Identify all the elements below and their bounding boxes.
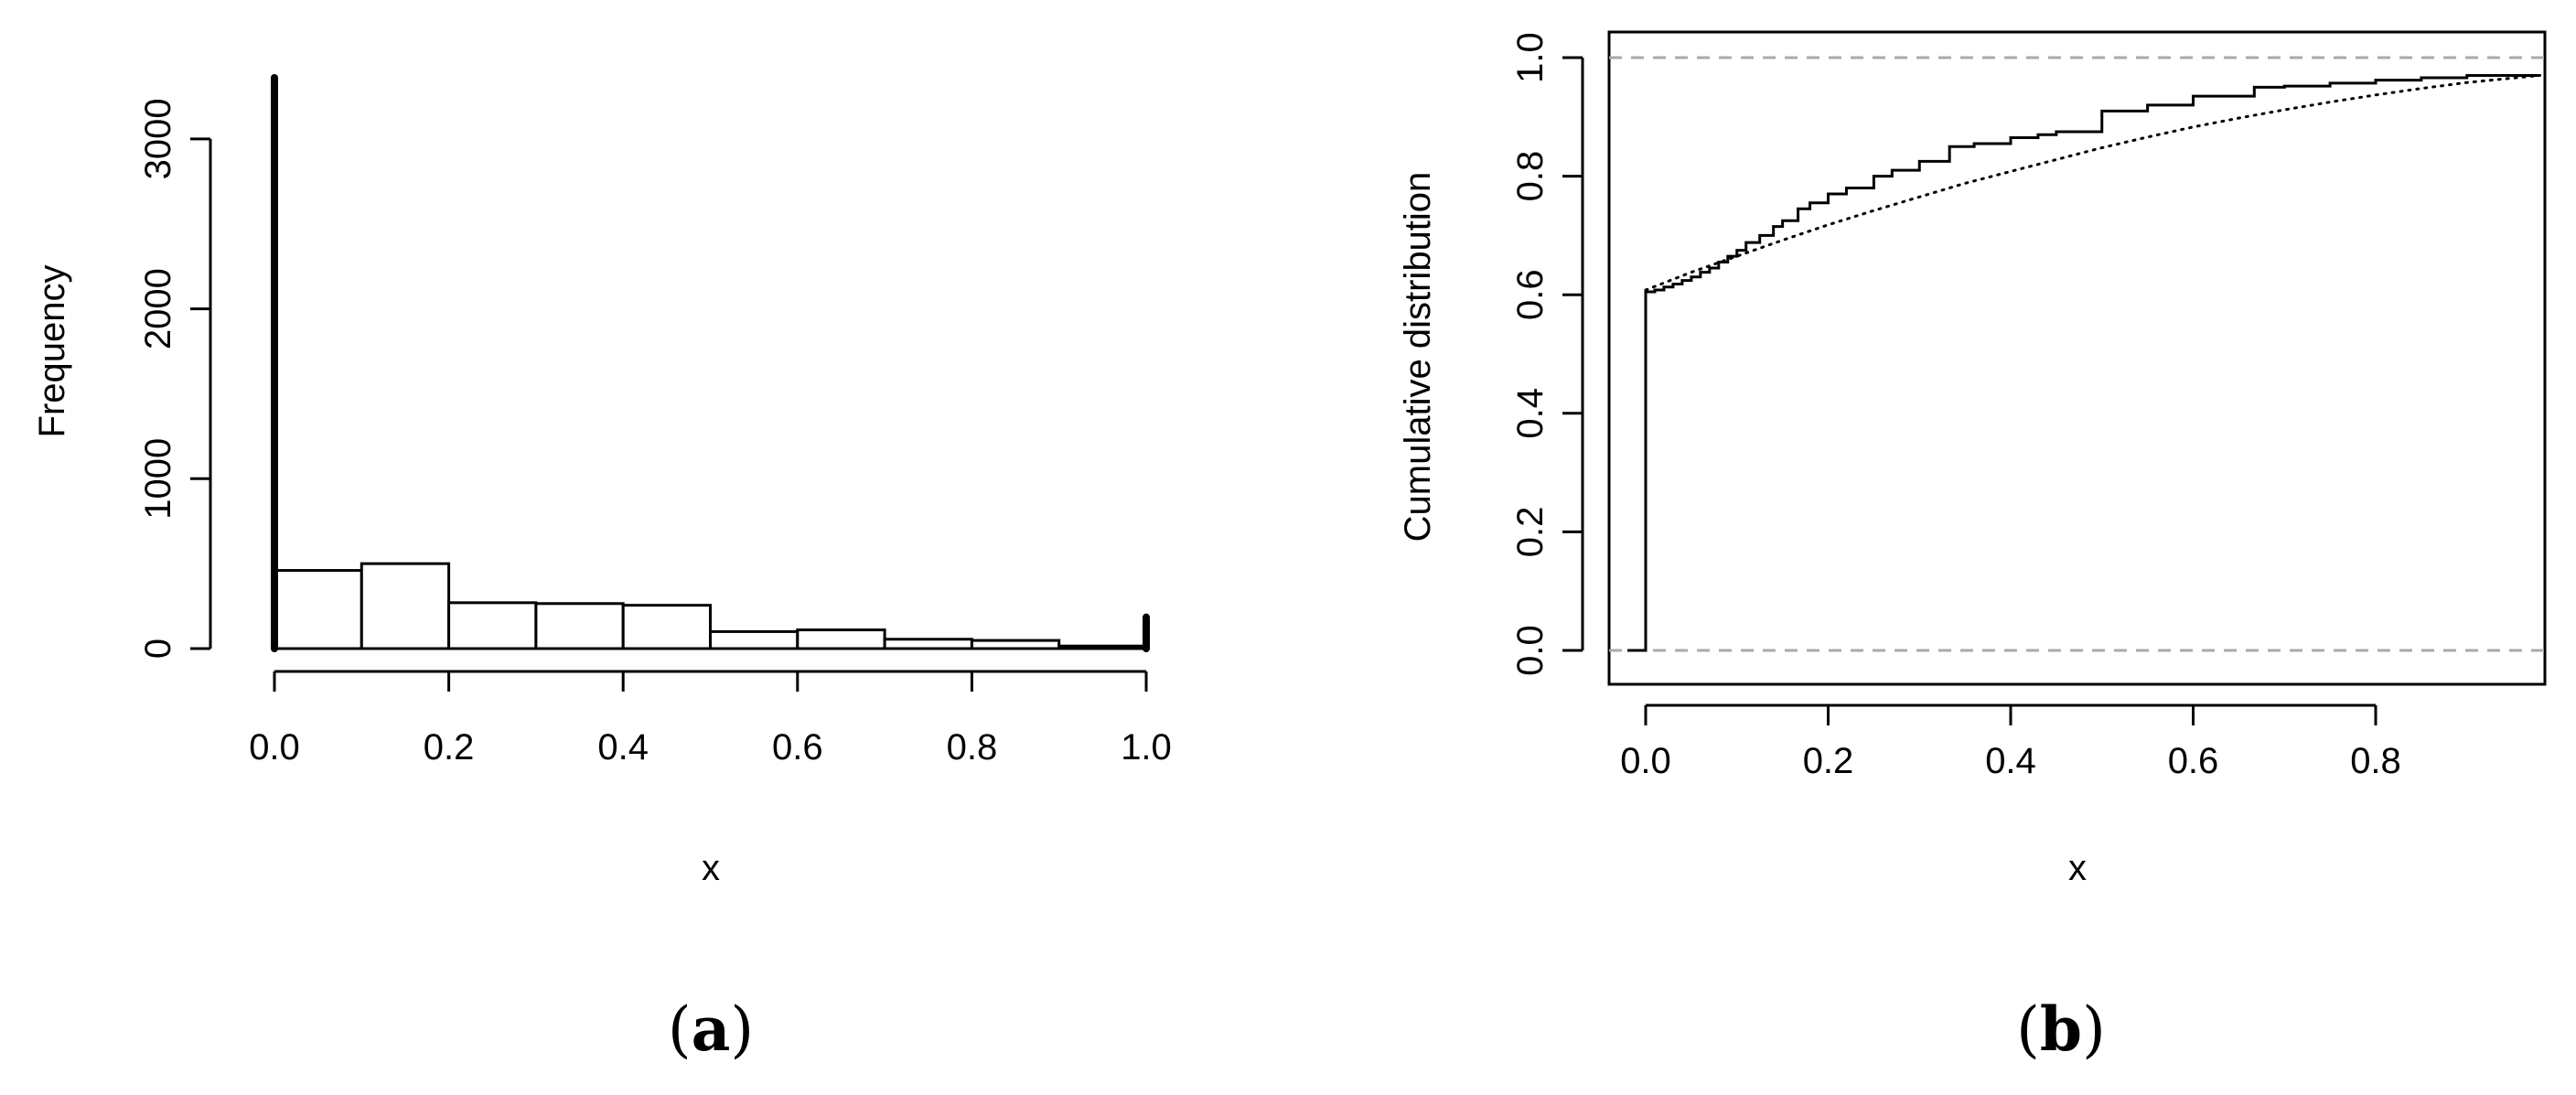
- panel-label-open-paren: (: [2016, 994, 2040, 1065]
- x-tick-label: 0.2: [1803, 741, 1854, 781]
- x-tick-label: 0.0: [249, 727, 300, 768]
- x-tick-label: 0.2: [424, 727, 475, 768]
- y-tick-label: 3000: [138, 98, 178, 179]
- y-axis-title: Frequency: [32, 265, 72, 438]
- y-tick-label: 0: [138, 639, 178, 659]
- y-tick-label: 0.4: [1510, 388, 1551, 439]
- panel-label-close-paren: ): [730, 994, 754, 1065]
- histogram-bar: [447, 601, 538, 650]
- histogram-bar: [709, 629, 800, 650]
- histogram-bar: [273, 569, 363, 650]
- panel-label: (a): [668, 993, 754, 1065]
- y-axis-title: Cumulative distribution: [1398, 172, 1438, 542]
- y-tick-label: 0.8: [1510, 151, 1551, 202]
- x-axis-title: x: [2068, 848, 2087, 888]
- ecdf-panel: 0.0 0.2 0.4 0.6 0.8 0.0 0.2 0.4 0.6 0.8 1.0 x Cumula…: [1398, 30, 2547, 1065]
- panel-label-close-paren: ): [2082, 994, 2106, 1065]
- panel-label: (b): [2016, 993, 2106, 1065]
- histogram-bar: [360, 562, 451, 650]
- y-tick-label: 0.6: [1510, 269, 1551, 320]
- x-tick-label: 0.4: [1985, 741, 2036, 781]
- histogram-bar: [970, 639, 1061, 650]
- histogram-bar: [1057, 644, 1148, 650]
- empirical-cdf-step: [1627, 73, 2540, 652]
- histogram-panel: 0.0 0.2 0.4 0.6 0.8 1.0 0 1000 2000 3000 x Frequenc…: [32, 74, 1172, 1065]
- y-tick-label: 1000: [138, 438, 178, 520]
- histogram-bar: [796, 628, 886, 650]
- y-tick-label: 2000: [138, 268, 178, 349]
- panel-label-letter: b: [2040, 993, 2082, 1065]
- y-tick-label: 1.0: [1510, 32, 1551, 83]
- fitted-cdf-curve: [1644, 73, 2542, 292]
- x-tick-label: 0.6: [772, 727, 823, 768]
- y-tick-label: 0.0: [1510, 625, 1551, 676]
- x-tick-label: 0.8: [2350, 741, 2401, 781]
- x-tick-label: 0.4: [597, 727, 649, 768]
- x-tick-label: 0.8: [947, 727, 998, 768]
- histogram-bar: [534, 602, 625, 650]
- x-tick-label: 0.6: [2168, 741, 2219, 781]
- x-axis-title: x: [702, 848, 720, 888]
- panel-label-open-paren: (: [668, 994, 692, 1065]
- y-tick-label: 0.2: [1510, 507, 1551, 558]
- panel-label-letter: a: [692, 993, 731, 1065]
- histogram-bar: [621, 604, 713, 650]
- x-tick-label: 1.0: [1121, 727, 1172, 768]
- histogram-bar: [883, 638, 973, 650]
- plot-frame: [1607, 30, 2547, 686]
- x-tick-label: 0.0: [1620, 741, 1671, 781]
